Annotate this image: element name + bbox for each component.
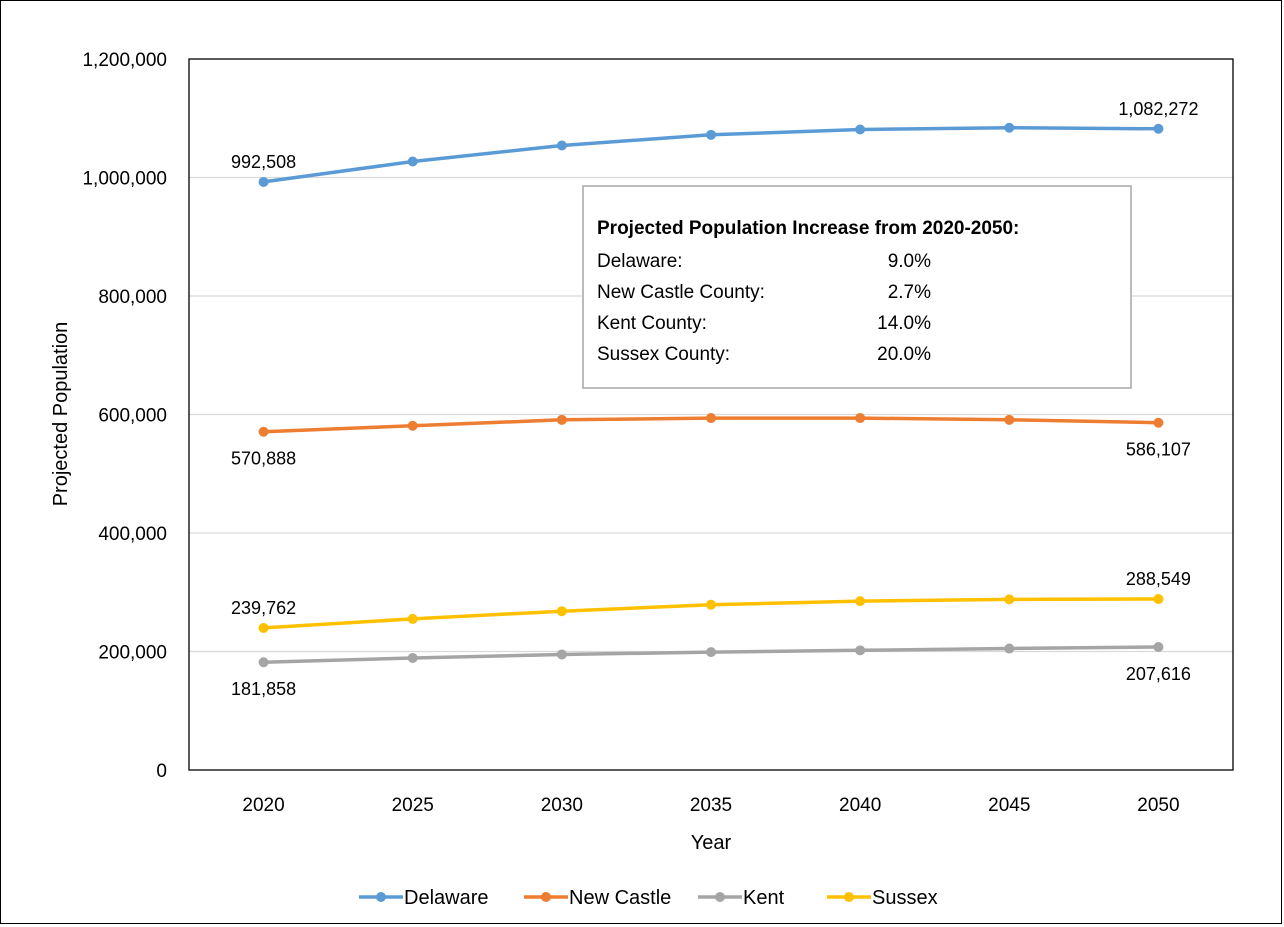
data-point-new-castle xyxy=(556,414,567,425)
data-label-new-castle: 586,107 xyxy=(1126,440,1191,460)
plot-border xyxy=(188,58,1234,771)
data-point-new-castle xyxy=(855,413,866,424)
data-point-sussex xyxy=(706,599,716,610)
data-label-sussex: 288,549 xyxy=(1126,569,1191,589)
data-point-sussex xyxy=(556,606,567,617)
annotation-row-value: 14.0% xyxy=(877,313,931,334)
annotation-row-label: Kent County: xyxy=(597,313,707,334)
y-axis-title: Projected Population xyxy=(50,322,72,507)
legend-label-kent: Kent xyxy=(743,887,785,909)
x-axis-title: Year xyxy=(691,832,732,854)
data-point-new-castle xyxy=(407,420,418,431)
legend-marker-kent xyxy=(715,892,725,902)
annotation-row-value: 9.0% xyxy=(888,251,931,272)
data-point-sussex xyxy=(1004,594,1015,605)
data-label-sussex: 239,762 xyxy=(231,598,296,618)
data-point-kent xyxy=(855,645,866,656)
data-point-delaware xyxy=(1004,122,1015,133)
legend-label-sussex: Sussex xyxy=(872,887,938,909)
data-point-kent xyxy=(556,649,567,660)
data-point-delaware xyxy=(258,176,269,187)
legend-label-new-castle: New Castle xyxy=(569,887,671,909)
data-point-sussex xyxy=(407,613,418,624)
data-point-kent xyxy=(258,657,269,668)
data-point-delaware xyxy=(706,129,716,140)
annotation-row-value: 20.0% xyxy=(877,344,931,365)
y-tick-label: 800,000 xyxy=(98,287,167,308)
data-point-delaware xyxy=(407,156,418,167)
y-tick-label: 1,200,000 xyxy=(82,50,167,71)
annotation-row-value: 2.7% xyxy=(888,282,931,303)
x-tick-label: 2025 xyxy=(392,795,434,816)
data-label-new-castle: 570,888 xyxy=(231,449,296,469)
data-point-kent xyxy=(706,647,716,658)
annotation-row-label: New Castle County: xyxy=(597,282,765,303)
data-label-delaware: 992,508 xyxy=(231,152,296,172)
data-labels: 992,508 1,082,272 570,888 586,107 181,858 207… xyxy=(231,99,1198,699)
x-tick-label: 2020 xyxy=(242,795,284,816)
data-point-delaware xyxy=(556,140,567,151)
data-point-new-castle xyxy=(1004,414,1015,425)
data-label-kent: 207,616 xyxy=(1126,664,1191,684)
y-tick-label: 200,000 xyxy=(98,643,167,664)
data-point-new-castle xyxy=(1153,417,1164,428)
annotation-border xyxy=(582,185,1132,389)
x-tick-label: 2030 xyxy=(541,795,583,816)
data-point-sussex xyxy=(855,596,866,607)
data-point-new-castle xyxy=(258,426,269,437)
data-point-kent xyxy=(1153,641,1164,652)
data-point-delaware xyxy=(855,124,866,135)
data-point-kent xyxy=(407,653,418,664)
x-axis-ticks: 2020 2025 2030 2035 2040 2045 2050 xyxy=(242,795,1179,816)
y-tick-label: 400,000 xyxy=(98,524,167,545)
x-tick-label: 2050 xyxy=(1137,795,1179,816)
y-tick-label: 600,000 xyxy=(98,406,167,427)
y-tick-label: 1,000,000 xyxy=(82,169,167,190)
x-tick-label: 2035 xyxy=(690,795,732,816)
legend: Delaware New Castle Kent Sussex xyxy=(359,887,938,909)
plot-area-border xyxy=(188,58,1234,771)
x-tick-label: 2045 xyxy=(988,795,1030,816)
data-label-delaware: 1,082,272 xyxy=(1118,99,1198,119)
data-point-kent xyxy=(1004,643,1015,654)
legend-marker-delaware xyxy=(376,892,386,902)
series-points xyxy=(258,122,1164,668)
x-tick-label: 2040 xyxy=(839,795,881,816)
annotation-box: Projected Population Increase from 2020-… xyxy=(582,185,1132,389)
y-tick-label: 0 xyxy=(156,761,167,782)
annotation-row-label: Sussex County: xyxy=(597,344,730,365)
annotation-title: Projected Population Increase from 2020-… xyxy=(597,218,1019,239)
data-point-sussex xyxy=(1153,594,1164,605)
data-point-sussex xyxy=(258,622,269,633)
data-label-kent: 181,858 xyxy=(231,679,296,699)
legend-marker-new-castle xyxy=(541,892,551,902)
data-point-new-castle xyxy=(706,413,716,424)
legend-marker-sussex xyxy=(844,892,854,902)
data-point-delaware xyxy=(1153,123,1164,134)
y-axis-ticks: 0 200,000 400,000 600,000 800,000 1,000,000 1,… xyxy=(82,50,167,782)
annotation-row-label: Delaware: xyxy=(597,251,683,272)
legend-label-delaware: Delaware xyxy=(404,887,488,909)
